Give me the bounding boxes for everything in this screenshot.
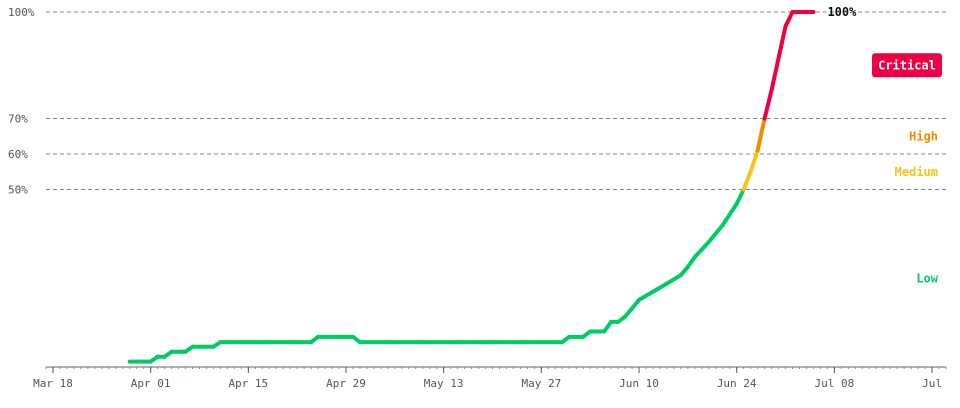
y-axis-labels: 100% 70% 60% 50% bbox=[8, 6, 35, 197]
x-axis: Mar 18 Apr 01 Apr 15 Apr 29 May 13 May 27 Jun … bbox=[33, 366, 947, 390]
zone-label-high: High bbox=[909, 129, 938, 143]
y-tick-label: 50% bbox=[8, 184, 28, 197]
x-tick-label: May 13 bbox=[424, 377, 464, 390]
series-segment bbox=[637, 289, 655, 302]
series-segment bbox=[664, 273, 683, 286]
series-segment bbox=[755, 116, 767, 153]
x-tick-label: May 27 bbox=[521, 377, 561, 390]
x-tick-label: Apr 01 bbox=[131, 377, 171, 390]
x-tick-label: Jul 08 bbox=[814, 377, 854, 390]
y-tick-label: 100% bbox=[8, 6, 35, 19]
zone-label-critical: Critical bbox=[878, 58, 936, 72]
zone-label-medium: Medium bbox=[895, 165, 938, 179]
y-tick-label: 70% bbox=[8, 113, 28, 126]
series-segment bbox=[762, 88, 774, 121]
series-segment bbox=[748, 148, 760, 174]
series-line: 100% bbox=[127, 5, 857, 364]
zone-labels: Low Medium High Critical bbox=[872, 53, 942, 285]
series-segment bbox=[685, 254, 697, 269]
x-tick-label: Mar 18 bbox=[33, 377, 73, 390]
x-tick-label: Jun 10 bbox=[619, 377, 659, 390]
series-segment bbox=[769, 56, 781, 93]
series-segment bbox=[650, 281, 669, 294]
zone-label-low: Low bbox=[916, 271, 938, 285]
x-tick-label: Jun 24 bbox=[717, 377, 757, 390]
x-tick-label: Apr 29 bbox=[326, 377, 366, 390]
end-value-label: 100% bbox=[827, 5, 857, 19]
critical-badge bbox=[872, 53, 942, 78]
series-segment bbox=[692, 240, 711, 259]
series-segment bbox=[734, 187, 746, 206]
series-segment bbox=[741, 169, 753, 192]
series-segment bbox=[783, 10, 795, 29]
series-segment bbox=[706, 223, 725, 245]
x-tick-label: Jul bbox=[922, 377, 942, 390]
gridlines bbox=[46, 11, 946, 190]
y-tick-label: 60% bbox=[8, 148, 28, 161]
series-segment bbox=[720, 201, 739, 227]
series-segment bbox=[776, 24, 788, 61]
x-tick-label: Apr 15 bbox=[228, 377, 268, 390]
